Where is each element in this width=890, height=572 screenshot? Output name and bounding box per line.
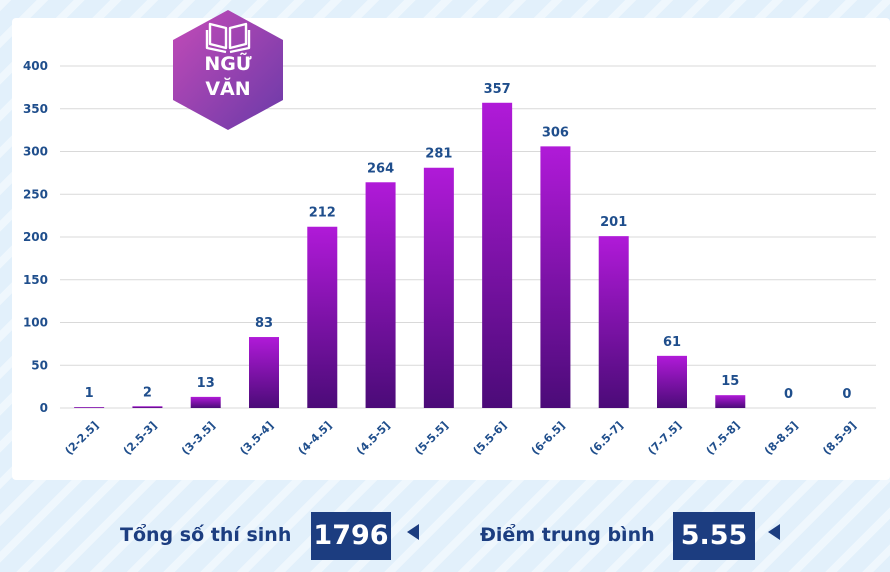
bar — [715, 395, 746, 408]
x-tick-label: (6-6.5] — [529, 419, 568, 458]
bar-value-label: 13 — [197, 376, 215, 391]
bar — [657, 355, 687, 408]
y-tick-label: 50 — [31, 358, 48, 372]
book-icon — [205, 22, 251, 54]
y-axis-ticks: 0 50 100 150 200 250 300 350 400 — [23, 59, 48, 415]
bar — [132, 406, 163, 408]
y-tick-label: 400 — [23, 59, 48, 73]
y-tick-label: 100 — [23, 316, 48, 330]
bar — [249, 337, 279, 408]
bar — [482, 102, 513, 408]
total-candidates-value: 1796 — [311, 512, 391, 560]
y-tick-label: 250 — [23, 187, 48, 201]
bar-value-label: 212 — [309, 206, 336, 221]
bar-value-label: 264 — [367, 161, 394, 176]
bar-value-label: 0 — [784, 387, 793, 402]
average-score-value: 5.55 — [673, 512, 755, 560]
bar-value-label: 306 — [542, 125, 569, 140]
x-tick-label: (3-3.5] — [179, 419, 218, 458]
x-tick-label: (8-8.5] — [762, 419, 801, 458]
bar-value-label: 15 — [721, 374, 739, 389]
x-tick-label: (7-7.5] — [645, 419, 684, 458]
x-tick-label: (6.5-7] — [587, 419, 626, 458]
chart-card: 0 50 100 150 200 250 300 350 400 1 2 13 83 212 264 281… — [12, 18, 890, 480]
x-tick-label: (5.5-6] — [471, 419, 510, 458]
x-tick-label: (4-4.5] — [296, 419, 335, 458]
bar — [74, 407, 105, 408]
y-tick-label: 350 — [23, 102, 48, 116]
bar — [540, 146, 571, 408]
x-tick-label: (3.5-4] — [237, 419, 276, 458]
bar — [598, 236, 629, 408]
bar-value-label: 201 — [600, 215, 627, 230]
bar — [190, 396, 221, 408]
bars: 1 2 13 83 212 264 281 357 306 201 61 15 0 0 — [74, 82, 851, 408]
average-pointer-icon — [768, 524, 780, 540]
bar-value-label: 61 — [663, 335, 681, 350]
x-tick-label: (7.5-8] — [704, 419, 743, 458]
y-tick-label: 200 — [23, 230, 48, 244]
subject-line-1: NGỮ — [204, 53, 252, 75]
x-tick-label: (5-5.5] — [412, 419, 451, 458]
y-tick-label: 0 — [40, 401, 48, 415]
x-tick-label: (2-2.5] — [63, 419, 102, 458]
y-tick-label: 150 — [23, 273, 48, 287]
total-pointer-icon — [407, 524, 419, 540]
x-axis-ticks: (2-2.5] (2.5-3] (3-3.5] (3.5-4] (4-4.5] (4.5-… — [63, 419, 859, 458]
average-score-label: Điểm trung bình — [480, 524, 655, 546]
x-tick-label: (8.5-9] — [820, 419, 859, 458]
bar — [365, 182, 396, 408]
subject-label: NGỮ VĂN — [170, 52, 286, 102]
y-tick-label: 300 — [23, 145, 48, 159]
x-tick-label: (2.5-3] — [121, 419, 160, 458]
total-candidates-label: Tổng số thí sinh — [120, 524, 292, 546]
bar-value-label: 83 — [255, 316, 273, 331]
bar-value-label: 0 — [842, 387, 851, 402]
subject-line-2: VĂN — [205, 78, 251, 100]
x-tick-label: (4.5-5] — [354, 419, 393, 458]
gridlines — [60, 65, 876, 409]
subject-badge — [173, 10, 283, 130]
bar-value-label: 2 — [143, 385, 152, 400]
bar — [307, 226, 338, 408]
bar-value-label: 1 — [85, 386, 94, 401]
bar — [423, 167, 454, 408]
bar-value-label: 357 — [484, 82, 511, 97]
bar-value-label: 281 — [425, 147, 452, 162]
